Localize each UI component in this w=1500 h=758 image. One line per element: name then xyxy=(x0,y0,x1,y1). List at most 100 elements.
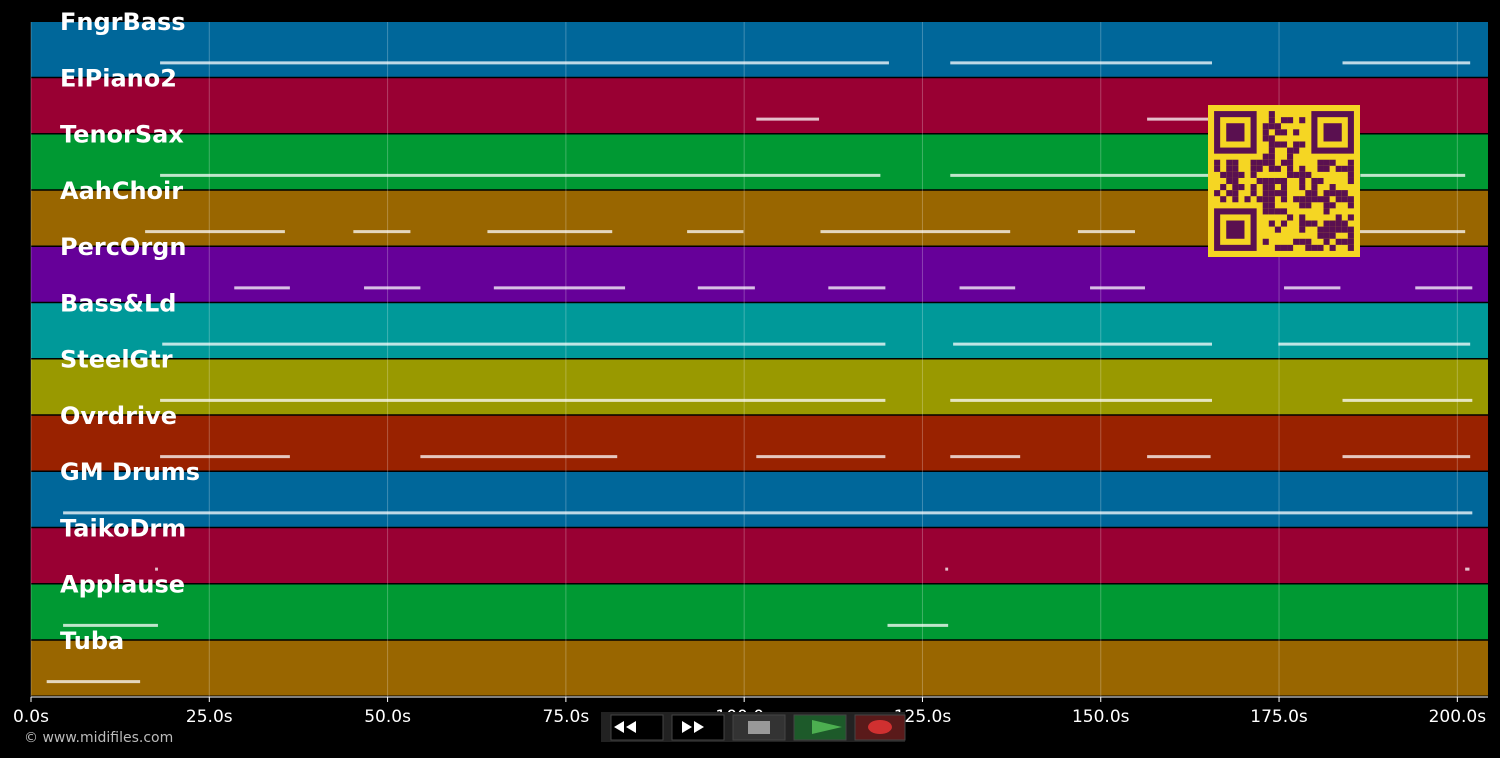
qr-module xyxy=(1299,202,1306,209)
qr-module xyxy=(1232,165,1239,172)
qr-module xyxy=(1293,147,1300,154)
track-row xyxy=(31,584,1488,640)
qr-module xyxy=(1214,159,1221,166)
qr-module xyxy=(1317,165,1324,172)
qr-module xyxy=(1244,196,1251,203)
qr-module xyxy=(1220,171,1227,178)
qr-module xyxy=(1280,220,1288,227)
note-group xyxy=(1278,342,1471,346)
note-group xyxy=(1342,398,1473,402)
qr-module xyxy=(1323,238,1330,245)
note-group xyxy=(353,230,411,234)
qr-module xyxy=(1232,196,1239,203)
qr-module xyxy=(1274,244,1281,251)
qr-module xyxy=(1220,196,1227,203)
qr-module xyxy=(1305,238,1312,245)
qr-module xyxy=(1268,220,1275,227)
note-group xyxy=(756,455,886,459)
qr-module xyxy=(1323,165,1330,172)
note-group xyxy=(687,230,744,234)
qr-finder xyxy=(1226,123,1245,142)
qr-module xyxy=(1232,159,1239,166)
qr-module xyxy=(1280,159,1288,166)
qr-module xyxy=(1214,190,1221,197)
qr-module xyxy=(1238,171,1245,178)
qr-module xyxy=(1341,220,1348,227)
qr-module xyxy=(1317,244,1324,251)
track-name: AahChoir xyxy=(60,177,183,205)
track-row xyxy=(31,22,1488,77)
track-row xyxy=(31,415,1488,471)
qr-module xyxy=(1317,226,1324,233)
qr-module xyxy=(1299,184,1306,191)
qr-module xyxy=(1335,238,1342,245)
qr-module xyxy=(1280,129,1288,136)
qr-module xyxy=(1274,190,1281,197)
qr-module xyxy=(1293,171,1300,178)
qr-module xyxy=(1317,159,1324,166)
qr-module xyxy=(1268,208,1275,215)
qr-module xyxy=(1274,226,1281,233)
qr-module xyxy=(1299,171,1306,178)
note-group xyxy=(1360,173,1466,177)
qr-module xyxy=(1262,177,1269,185)
track-name: Bass&Ld xyxy=(60,289,176,317)
x-tick-label: 200.0s xyxy=(1429,707,1487,727)
qr-module xyxy=(1268,159,1275,166)
qr-module xyxy=(1347,226,1354,233)
note-group xyxy=(46,680,141,684)
qr-module xyxy=(1262,208,1269,215)
qr-module xyxy=(1323,232,1330,239)
qr-module xyxy=(1305,244,1312,251)
qr-module xyxy=(1323,202,1330,209)
qr-module xyxy=(1262,123,1269,130)
track-name: GM Drums xyxy=(60,458,200,486)
qr-module xyxy=(1323,190,1330,197)
note-group xyxy=(63,623,158,627)
track-row xyxy=(31,303,1488,358)
qr-module xyxy=(1262,238,1269,245)
qr-module xyxy=(1305,202,1312,209)
qr-module xyxy=(1214,165,1221,172)
qr-module xyxy=(1317,177,1324,185)
qr-module xyxy=(1305,171,1312,178)
note-group xyxy=(945,567,949,571)
qr-module xyxy=(1256,177,1263,185)
qr-module xyxy=(1232,190,1239,197)
qr-module xyxy=(1317,196,1324,203)
x-tick-label: 0.0s xyxy=(13,707,49,727)
qr-module xyxy=(1341,165,1348,172)
qr-module xyxy=(1280,117,1288,124)
qr-module xyxy=(1341,238,1348,245)
qr-module xyxy=(1347,171,1354,178)
record-icon xyxy=(868,720,892,734)
qr-module xyxy=(1262,159,1269,166)
qr-module xyxy=(1341,196,1348,203)
x-tick-label: 175.0s xyxy=(1250,707,1308,727)
qr-module xyxy=(1329,232,1336,239)
track-row xyxy=(31,359,1488,415)
qr-module xyxy=(1311,190,1318,197)
qr-module xyxy=(1226,159,1233,166)
qr-module xyxy=(1299,220,1306,227)
qr-module xyxy=(1347,177,1354,185)
qr-module xyxy=(1329,202,1336,209)
qr-module xyxy=(1256,159,1263,166)
qr-module xyxy=(1305,190,1312,197)
qr-module xyxy=(1347,202,1354,209)
qr-module xyxy=(1305,196,1312,203)
qr-module xyxy=(1323,208,1330,215)
qr-module xyxy=(1274,129,1281,136)
qr-module xyxy=(1287,159,1294,166)
qr-module xyxy=(1293,196,1300,203)
note-group xyxy=(1090,286,1145,290)
note-group xyxy=(950,455,1021,459)
track-name: SteelGtr xyxy=(60,346,173,374)
qr-module xyxy=(1274,208,1281,215)
qr-module xyxy=(1232,184,1239,191)
qr-module xyxy=(1341,226,1348,233)
note-group xyxy=(1147,117,1211,121)
qr-module xyxy=(1311,244,1318,251)
qr-module xyxy=(1274,123,1281,130)
qr-module xyxy=(1274,165,1281,172)
